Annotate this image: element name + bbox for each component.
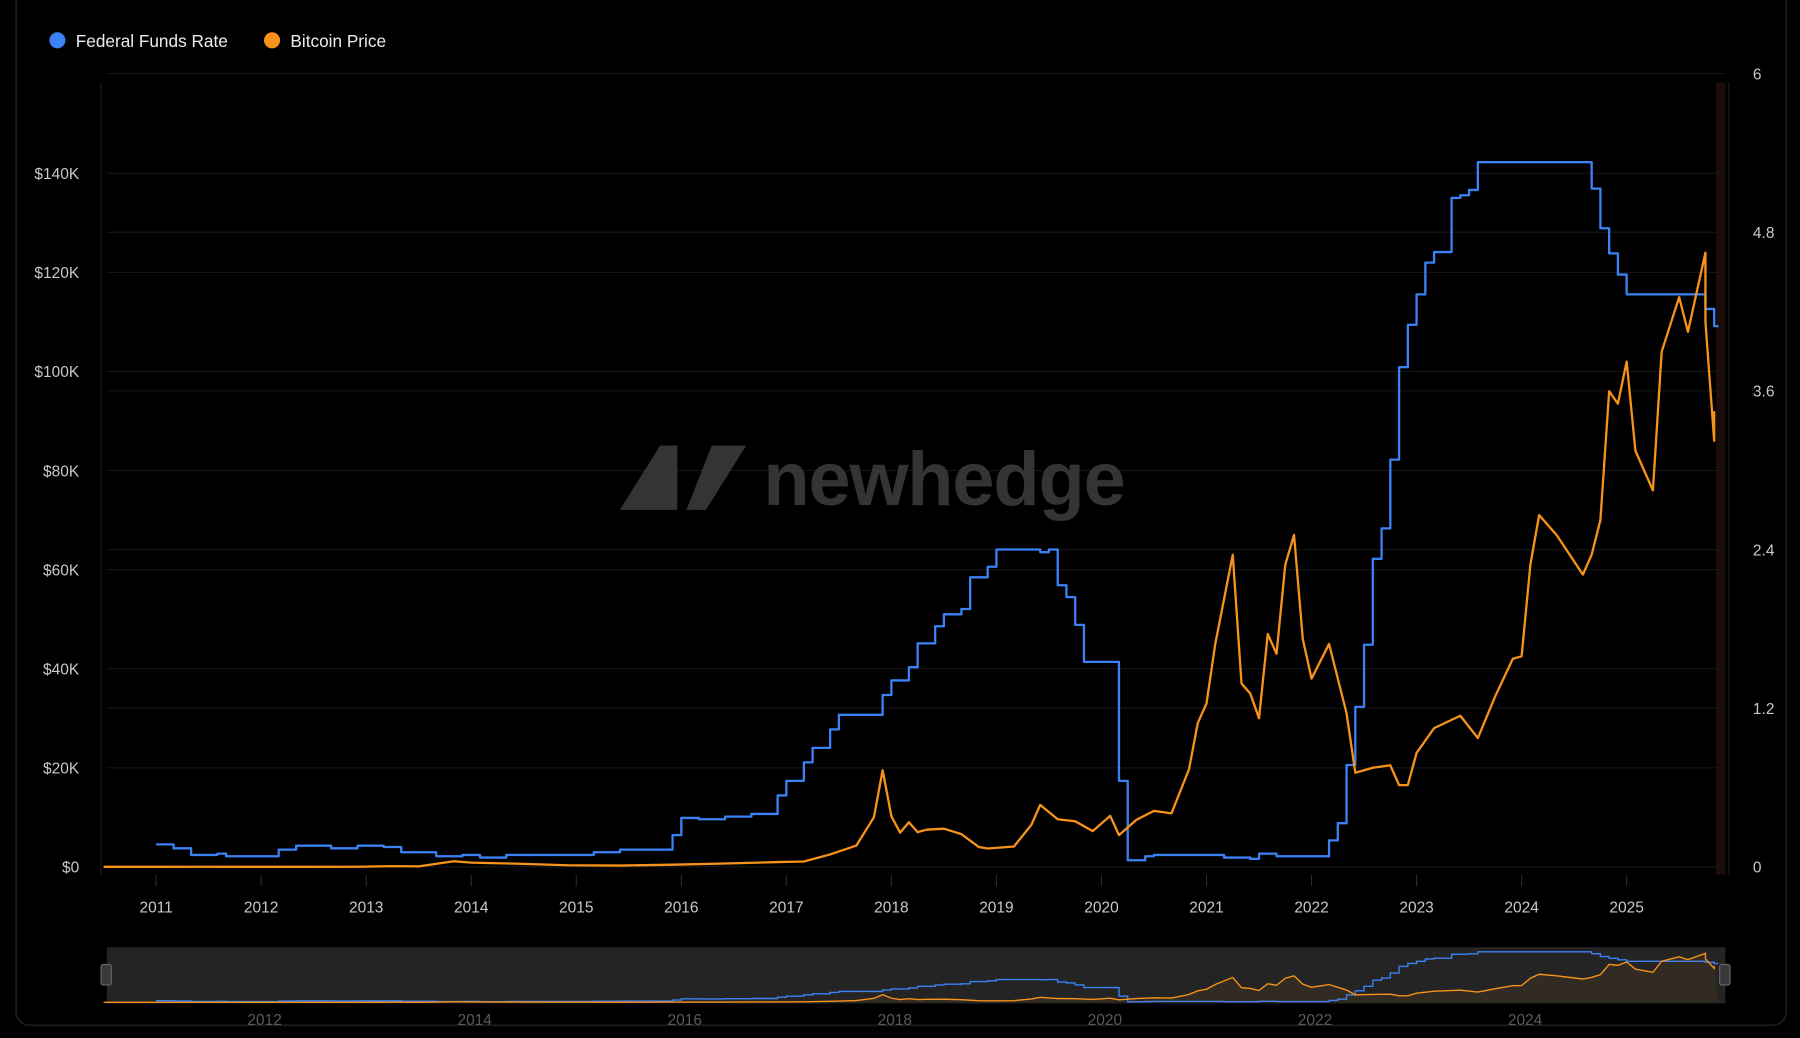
right-tick-label: 1.2 xyxy=(1753,701,1775,718)
x-tick-label: 2018 xyxy=(874,900,908,917)
left-tick-label: $100K xyxy=(34,364,79,381)
right-tick-label: 2.4 xyxy=(1753,542,1775,559)
right-tick-label: 3.6 xyxy=(1753,384,1775,401)
right-tick-label: 0 xyxy=(1753,860,1762,877)
legend-marker-ffr xyxy=(49,32,66,49)
navigator-series xyxy=(103,951,1719,1003)
x-tick-label: 2021 xyxy=(1189,900,1223,917)
navigator-tick-label: 2024 xyxy=(1508,1012,1543,1029)
navigator-background xyxy=(106,947,1726,1004)
navigator-tick-label: 2022 xyxy=(1298,1012,1332,1029)
x-tick-label: 2019 xyxy=(979,900,1013,917)
left-tick-label: $140K xyxy=(34,166,79,183)
x-axis: 2011 2012 2013 2014 2015 2016 2017 2018 2019 2020… xyxy=(139,874,1644,917)
navigator-tick-label: 2020 xyxy=(1088,1012,1122,1029)
x-tick-label: 2025 xyxy=(1609,900,1643,917)
watermark-text: newhedge xyxy=(763,437,1124,522)
chart-card xyxy=(15,0,1788,1027)
navigator-tick-label: 2018 xyxy=(878,1012,912,1029)
x-tick-label: 2014 xyxy=(454,900,489,917)
navigator-handle-left[interactable] xyxy=(100,963,112,986)
x-tick-label: 2022 xyxy=(1294,900,1328,917)
legend-label-btc: Bitcoin Price xyxy=(290,31,386,51)
navigator[interactable]: 2012 2014 2016 2018 2020 2022 2024 xyxy=(100,947,1731,1029)
right-tick-label: 4.8 xyxy=(1753,225,1775,242)
x-tick-label: 2017 xyxy=(769,900,803,917)
right-tick-label: 6 xyxy=(1753,66,1762,83)
legend-label-ffr: Federal Funds Rate xyxy=(76,31,228,51)
x-tick-label: 2011 xyxy=(139,900,172,917)
legend-item-ffr[interactable]: Federal Funds Rate xyxy=(49,31,228,51)
legend: Federal Funds Rate Bitcoin Price xyxy=(49,31,386,51)
x-tick-label: 2020 xyxy=(1084,900,1118,917)
x-tick-label: 2024 xyxy=(1504,900,1539,917)
left-tick-label: $20K xyxy=(43,761,80,778)
legend-item-btc[interactable]: Bitcoin Price xyxy=(264,31,386,51)
left-axis: $0 $20K $40K $60K $80K $100K $120K $140K xyxy=(34,166,79,876)
x-tick-label: 2016 xyxy=(664,900,698,917)
navigator-bitcoin-price-line xyxy=(103,952,1715,1003)
watermark-mark xyxy=(619,445,747,510)
x-tick-label: 2012 xyxy=(244,900,278,917)
right-axis: 0 1.2 2.4 3.6 4.8 6 xyxy=(1753,66,1775,876)
left-tick-label: $120K xyxy=(34,265,79,282)
watermark-logo: newhedge xyxy=(619,437,1126,522)
navigator-x-axis: 2012 2014 2016 2018 2020 2022 2024 xyxy=(247,1012,1542,1029)
left-tick-label: $0 xyxy=(62,860,79,877)
legend-marker-btc xyxy=(264,32,281,49)
navigator-tick-label: 2012 xyxy=(247,1012,281,1029)
gridlines xyxy=(106,73,1726,868)
fed-funds-rate-line xyxy=(156,161,1719,862)
left-tick-label: $40K xyxy=(43,661,80,678)
navigator-btc-area xyxy=(103,953,1719,1003)
navigator-tick-label: 2016 xyxy=(668,1012,702,1029)
left-tick-label: $80K xyxy=(43,463,80,480)
series-layer xyxy=(103,161,1719,868)
x-tick-label: 2013 xyxy=(349,900,383,917)
current-period-band xyxy=(1716,82,1726,875)
navigator-tick-label: 2014 xyxy=(457,1012,492,1029)
left-tick-label: $60K xyxy=(43,562,80,579)
navigator-handle-right[interactable] xyxy=(1719,963,1731,986)
bitcoin-price-line xyxy=(103,251,1716,868)
x-tick-label: 2015 xyxy=(559,900,593,917)
x-tick-label: 2023 xyxy=(1399,900,1433,917)
